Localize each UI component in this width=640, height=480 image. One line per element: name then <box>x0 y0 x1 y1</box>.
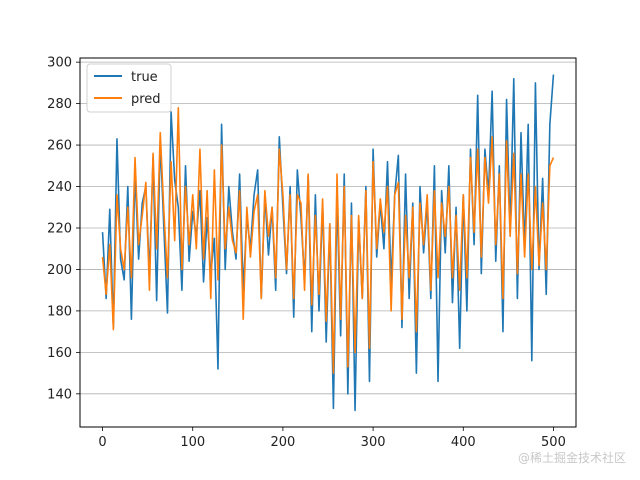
y-tick-label: 240 <box>47 180 72 195</box>
x-tick-label: 300 <box>361 435 386 450</box>
legend-label-pred: pred <box>131 92 161 107</box>
legend: true pred <box>86 63 172 113</box>
y-axis-ticks: 140 160 180 200 220 240 260 280 300 <box>47 56 80 402</box>
series-lines <box>101 74 555 412</box>
y-tick-label: 300 <box>47 56 72 71</box>
series-line-pred <box>101 106 555 374</box>
x-tick-label: 400 <box>451 435 476 450</box>
y-tick-label: 280 <box>47 97 72 112</box>
y-tick-label: 200 <box>47 263 72 278</box>
watermark-text: @稀土掘金技术社区 <box>517 451 626 465</box>
y-tick-label: 180 <box>47 304 72 319</box>
x-tick-label: 200 <box>270 435 295 450</box>
plot-frame <box>79 57 577 428</box>
y-tick-label: 160 <box>47 346 72 361</box>
series-line-true <box>101 74 555 412</box>
y-tick-label: 260 <box>47 139 72 154</box>
x-tick-label: 100 <box>180 435 205 450</box>
y-tick-label: 140 <box>47 387 72 402</box>
x-axis-ticks: 0 100 200 300 400 500 <box>98 427 566 450</box>
y-tick-label: 220 <box>47 221 72 236</box>
legend-label-true: true <box>131 70 158 85</box>
x-tick-label: 0 <box>98 435 106 450</box>
x-tick-label: 500 <box>541 435 566 450</box>
